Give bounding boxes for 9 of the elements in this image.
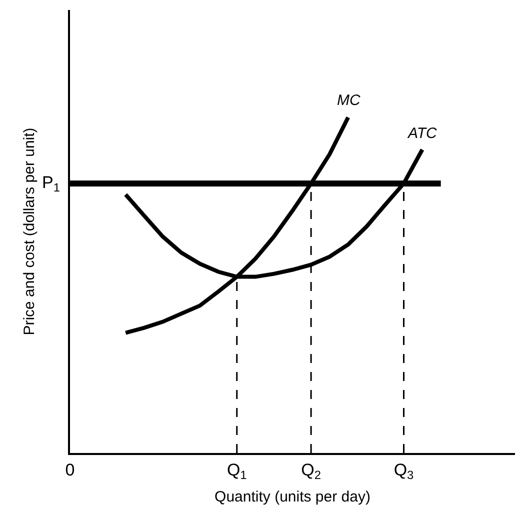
series-label: MC	[337, 92, 360, 109]
series-label: ATC	[407, 125, 438, 142]
x-tick-label: 0	[65, 460, 75, 480]
series-label: P$_{1}$	[42, 173, 60, 195]
x-tick-label: Q$_{1}$	[226, 460, 248, 482]
y-axis-title: Price and cost (dollars per unit)	[20, 128, 38, 336]
x-axis-title: Quantity (units per day)	[214, 488, 370, 506]
x-tick-label: Q$_{3}$	[394, 460, 414, 482]
x-tick-label: Q$_{2}$	[301, 460, 322, 482]
